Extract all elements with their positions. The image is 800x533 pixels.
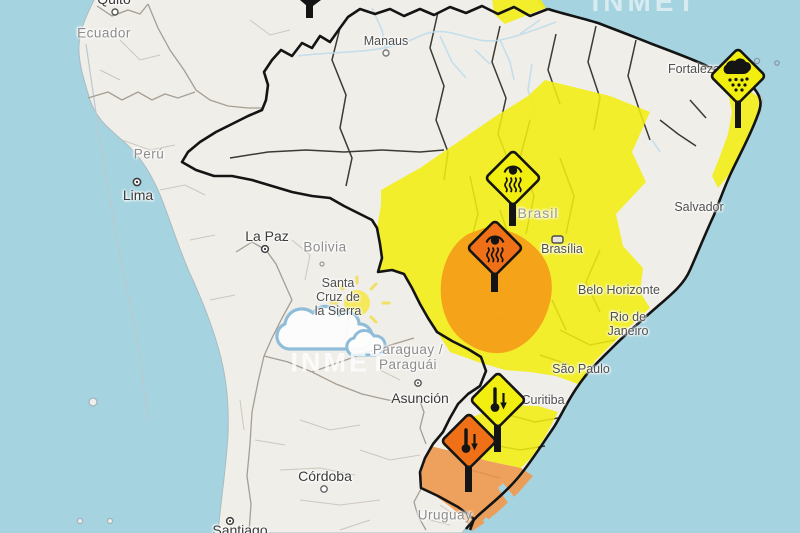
warning-zone-south-orange[interactable]	[421, 446, 533, 531]
alert-sign-rain[interactable]	[710, 48, 766, 128]
sign-pole	[491, 268, 498, 292]
low-humidity-icon	[485, 235, 505, 263]
warning-zone-amapa-yellow[interactable]	[492, 0, 546, 24]
cloud-icon	[275, 304, 387, 357]
admin-borders	[99, 19, 456, 531]
sun-icon	[329, 275, 391, 331]
inmet-logo-watermark	[275, 275, 391, 357]
rivers	[297, 7, 661, 153]
sucre-marker	[319, 261, 325, 267]
sign-pole	[465, 462, 472, 492]
alert-sign-low-humidity-orange[interactable]	[467, 220, 523, 292]
alert-sign-low-humidity-yellow[interactable]	[485, 150, 541, 226]
cordoba-marker	[320, 485, 328, 493]
alert-sign-temp-drop-orange[interactable]	[441, 413, 497, 492]
country-borders	[87, 3, 427, 533]
brazil-coast-border	[464, 7, 762, 530]
markers	[76, 8, 780, 526]
brasilia-capital-marker	[551, 235, 564, 244]
temperature-drop-icon	[490, 387, 507, 412]
island-marker	[76, 517, 84, 525]
temperature-drop-icon	[461, 428, 478, 453]
quito-marker	[111, 8, 119, 16]
sign-pole	[509, 198, 516, 226]
heavy-rain-icon	[723, 58, 751, 92]
maritime-boundary	[85, 43, 149, 421]
alert-sign-temp-drop-yellow[interactable]	[470, 372, 526, 452]
island-marker	[106, 517, 114, 525]
low-humidity-icon	[503, 165, 523, 193]
sign-pole	[735, 96, 741, 128]
island-marker	[88, 397, 98, 407]
island-marker	[774, 60, 780, 66]
island-marker	[753, 57, 761, 65]
alert-sign-cropped-top[interactable]	[300, 0, 321, 18]
sign-pole	[494, 420, 501, 452]
manaus-marker	[382, 49, 390, 57]
brazil-border	[180, 4, 549, 531]
warning-zone-northeast-coast-yellow[interactable]	[710, 70, 760, 188]
